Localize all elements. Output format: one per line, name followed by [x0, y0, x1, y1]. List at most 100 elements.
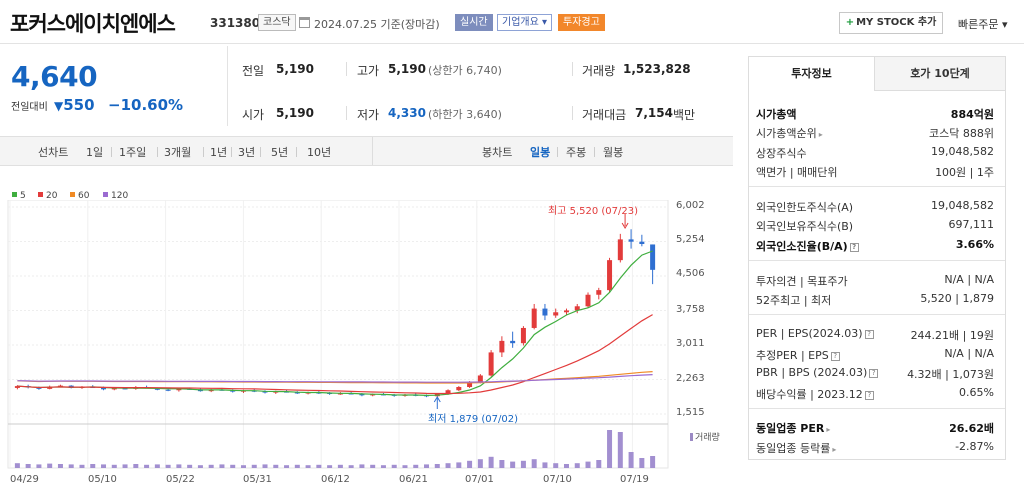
chart-frame — [7, 200, 669, 469]
y-tick: 5,254 — [676, 234, 705, 245]
volume-bar — [133, 464, 139, 468]
min-annotation: 최저 1,879 (07/02) — [428, 414, 519, 425]
volume-bar — [284, 465, 290, 468]
candle-body — [122, 388, 128, 390]
period-1y[interactable]: 1년 — [210, 146, 228, 159]
legend-ma60: 60 — [70, 191, 89, 201]
est-per-eps-value: N/A | N/A — [944, 347, 994, 360]
volume-bar — [79, 464, 85, 468]
help-icon[interactable]: ? — [869, 369, 879, 378]
help-icon[interactable]: ? — [830, 352, 840, 361]
y-tick: 3,011 — [676, 338, 705, 349]
change-label: 전일대비 — [11, 102, 48, 113]
period-5y[interactable]: 5년 — [271, 146, 289, 159]
divider — [346, 106, 347, 120]
ma120-line — [17, 374, 653, 383]
date-text: 2024.07.25 기준(장마감) — [314, 18, 440, 31]
price-change-value: 550 — [63, 96, 95, 114]
open-value: 5,190 — [276, 106, 314, 120]
candle-body — [510, 340, 516, 344]
period-1w[interactable]: 1주일 — [119, 146, 147, 159]
x-tick: 05/31 — [243, 474, 272, 485]
company-overview-button[interactable]: 기업개요 ▾ — [497, 14, 552, 31]
volume-bar — [542, 462, 548, 468]
sector-change-value: -2.87% — [955, 440, 994, 453]
per-eps-label: PER | EPS(2024.03) — [756, 327, 863, 340]
divider — [346, 62, 347, 76]
separator — [111, 147, 112, 157]
foreign-limit-label: 외국인한도주식수(A) — [756, 201, 854, 214]
legend-ma120: 120 — [103, 191, 128, 201]
legend-label: 5 — [20, 191, 26, 201]
calendar-icon — [299, 17, 310, 28]
change-rate: −10.60% — [108, 96, 184, 114]
volume-bar — [434, 464, 440, 468]
help-icon[interactable]: ? — [849, 243, 859, 252]
help-icon[interactable]: ? — [864, 330, 874, 339]
ma20-line — [17, 314, 653, 395]
volume-bar — [154, 464, 160, 468]
candle-monthly[interactable]: 월봉 — [603, 146, 624, 159]
pbr-bps-value: 4.32배 | 1,073원 — [907, 368, 994, 381]
est-per-eps-label: 추정PER | EPS — [756, 349, 829, 362]
legend-label: 120 — [111, 191, 129, 201]
y-tick: 2,263 — [676, 373, 705, 384]
market-cap-rank[interactable]: 시가총액순위 ▸ — [756, 125, 823, 141]
realtime-button[interactable]: 실시간 — [455, 14, 493, 31]
candle-daily[interactable]: 일봉 — [530, 146, 551, 159]
candle-body — [650, 244, 656, 270]
candle-body — [370, 394, 376, 396]
foreign-ratio: 외국인소진율(B/A)? — [756, 238, 859, 254]
legend-swatch — [70, 192, 75, 197]
volume-swatch — [690, 433, 693, 441]
par-value-label: 액면가 | 매매단위 — [756, 166, 838, 179]
high-value: 5,190 — [388, 62, 426, 76]
down-arrow-icon: ▼ — [54, 99, 64, 113]
period-3m[interactable]: 3개월 — [164, 146, 192, 159]
chevron-right-icon: ▸ — [832, 445, 837, 454]
volume-bar — [348, 465, 354, 468]
volume-bar — [208, 464, 214, 468]
candle-body — [359, 393, 365, 396]
tab-orderbook[interactable]: 호가 10단계 — [874, 57, 1005, 91]
volume-bar — [165, 464, 171, 468]
foreign-ratio-value: 3.66% — [955, 238, 994, 251]
legend-ma5: 5 — [12, 191, 26, 201]
candle-chart-label: 봉차트 — [482, 146, 513, 159]
candle-body — [36, 387, 42, 389]
sector-per[interactable]: 동일업종 PER ▸ — [756, 420, 830, 436]
current-price: 4,640 — [11, 60, 98, 93]
separator — [260, 147, 261, 157]
x-tick: 06/21 — [399, 474, 428, 485]
candle-body — [467, 382, 473, 388]
min-arrow-head — [433, 396, 441, 403]
period-3y[interactable]: 3년 — [238, 146, 256, 159]
candle-weekly[interactable]: 주봉 — [566, 146, 587, 159]
separator — [157, 147, 158, 157]
volume-bar — [230, 464, 236, 468]
candle-body — [607, 260, 613, 291]
candle-body — [499, 340, 505, 353]
max-arrow-head — [621, 222, 629, 229]
tab-invest-info[interactable]: 투자정보 — [749, 57, 874, 91]
volume-bar — [424, 464, 430, 468]
period-10y[interactable]: 10년 — [307, 146, 332, 159]
price-change: ▼550 — [54, 96, 95, 114]
stock-code: 331380 — [210, 16, 261, 30]
market-cap-value: 884억원 — [950, 108, 994, 121]
fast-order-button[interactable]: 빠른주문 ▾ — [958, 18, 1008, 31]
invest-warning-badge[interactable]: 투자경고 — [558, 14, 605, 31]
candle-body — [445, 390, 451, 394]
candle-chart[interactable] — [0, 200, 740, 470]
volume-bar — [488, 456, 494, 468]
sector-change[interactable]: 동일업종 등락률 ▸ — [756, 440, 836, 456]
help-icon[interactable]: ? — [864, 391, 874, 400]
volume-bar — [499, 460, 505, 468]
x-tick: 07/19 — [620, 474, 649, 485]
divider — [749, 314, 1005, 315]
amount-unit: 백만 — [673, 108, 696, 122]
legend-label: 60 — [78, 191, 90, 201]
mystock-add-button[interactable]: + MY STOCK 추가 — [839, 12, 943, 34]
period-1d[interactable]: 1일 — [86, 146, 104, 159]
pbr-bps-label: PBR | BPS (2024.03) — [756, 366, 868, 379]
